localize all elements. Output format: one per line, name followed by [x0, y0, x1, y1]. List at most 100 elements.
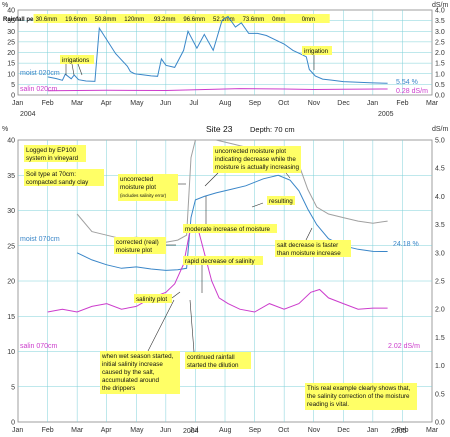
svg-text:the drippers: the drippers — [102, 385, 135, 392]
irrigations-note — [60, 55, 94, 64]
svg-text:corrected (real): corrected (real) — [116, 239, 159, 246]
y-right-tick-label: 0.0 — [435, 93, 445, 100]
rainfall-box — [63, 14, 94, 23]
x-tick-label: Feb — [42, 427, 54, 434]
svg-text:continued rainfall: continued rainfall — [187, 354, 235, 361]
note-soil: Soil type at 70cm: compacted sandy clay — [24, 169, 104, 186]
rainfall-value: 120mm — [124, 17, 144, 23]
rainfall-value: 50.8mm — [95, 17, 117, 23]
y-right-tick-label: 1.5 — [435, 61, 445, 68]
x-tick-label: Apr — [101, 100, 113, 107]
y-left-tick-label: 5 — [11, 82, 15, 89]
rainfall-value: 0mm — [302, 17, 315, 23]
top-chart: 0 5 10 15 20 25 30 35 40 0.0 0.5 1.0 1.5 2.0 2.5 3.0 3.… — [2, 2, 449, 118]
note-corrected: corrected (real) moisture plot — [114, 237, 176, 254]
note-rapid: rapid decrease of salinity — [183, 256, 263, 293]
rainfall-value: 52.2mm — [213, 17, 235, 23]
y-right-tick-label: 1.0 — [435, 363, 445, 370]
y-left-tick-label: 40 — [7, 8, 15, 15]
svg-text:Soil type at 70cm:: Soil type at 70cm: — [26, 171, 76, 178]
bottom-x-ticks: Jan Feb Mar Apr May Jun Jul Aug Sep Oct Nov Dec Jan F… — [12, 427, 439, 434]
bottom-salin-label: salin 070cm — [20, 343, 58, 350]
svg-text:resulting: resulting — [269, 198, 293, 205]
top-y-right-ticks: 0.0 0.5 1.0 1.5 2.0 2.5 3.0 3.5 4.0 — [435, 8, 445, 100]
svg-text:rapid decrease of salinity: rapid decrease of salinity — [185, 258, 256, 265]
bottom-y-left-ticks: 0 5 10 15 20 25 30 35 40 — [7, 138, 15, 427]
y-left-tick-label: 15 — [7, 61, 15, 68]
svg-text:reading is vital.: reading is vital. — [307, 401, 349, 408]
note-logged: Logged by EP100 system in vineyard — [24, 145, 86, 162]
y-right-tick-label: 5.0 — [435, 138, 445, 145]
y-right-tick-label: 1.0 — [435, 71, 445, 78]
top-x-ticks: Jan Feb Mar Apr May Jun Jul Aug Sep Oct Nov Dec Jan F… — [12, 100, 439, 107]
x-tick-label: Mar — [71, 427, 84, 434]
top-moist-end-label: 5.54 % — [396, 79, 418, 86]
note-uncorrected-left: uncorrected moisture plot (includes sali… — [118, 174, 186, 201]
x-tick-label: Dec — [337, 100, 350, 107]
y-left-tick-label: 10 — [7, 349, 15, 356]
y-right-tick-label: 1.5 — [435, 335, 445, 342]
note-salinity-plot: salinity plot — [134, 291, 181, 303]
y-right-tick-label: 3.0 — [435, 29, 445, 36]
y-right-tick-label: 2.0 — [435, 307, 445, 314]
svg-text:started the dilution: started the dilution — [187, 362, 239, 369]
x-tick-label: Jun — [160, 427, 171, 434]
svg-text:uncorrected moisture plot: uncorrected moisture plot — [215, 148, 286, 155]
top-year-2004: 2004 — [20, 111, 36, 118]
y-left-tick-label: 0 — [11, 420, 15, 427]
bottom-chart: 0 5 10 15 20 25 30 35 40 0.0 0.5 1.0 1.5 2.0 2.5 3.0 3.… — [2, 124, 449, 435]
svg-text:system in vineyard: system in vineyard — [26, 155, 79, 162]
note-resulting: resulting — [251, 196, 295, 208]
svg-text:than moisture increase: than moisture increase — [277, 250, 341, 257]
rainfall-box — [181, 14, 212, 23]
y-right-tick-label: 2.5 — [435, 279, 445, 286]
bottom-year-2005: 2005 — [391, 428, 407, 435]
x-tick-label: Mar — [426, 100, 439, 107]
top-y-left-unit: % — [2, 2, 8, 9]
rainfall-value: 30.6mm — [36, 17, 58, 23]
note-uncorrected-top: uncorrected moisture plot indicating dec… — [204, 146, 301, 187]
bottom-y-right-ticks: 0.0 0.5 1.0 1.5 2.0 2.5 3.0 3.5 4.0 4.5 5.0 — [435, 138, 445, 427]
svg-text:Logged by EP100: Logged by EP100 — [26, 147, 77, 154]
bottom-y-right-unit: dS/m — [432, 126, 449, 133]
y-left-tick-label: 0 — [11, 93, 15, 100]
y-left-tick-label: 25 — [7, 243, 15, 250]
x-tick-label: Feb — [396, 100, 408, 107]
x-tick-label: Apr — [101, 427, 113, 434]
y-right-tick-label: 0.5 — [435, 82, 445, 89]
x-tick-label: Oct — [278, 427, 289, 434]
irrigation-note-text: irrigation — [304, 48, 329, 55]
x-tick-label: Nov — [308, 427, 321, 434]
y-right-tick-label: 4.0 — [435, 8, 445, 15]
y-left-tick-label: 35 — [7, 173, 15, 180]
top-salin-label: salin 020cm — [20, 86, 58, 93]
y-right-tick-label: 4.0 — [435, 194, 445, 201]
x-tick-label: Nov — [308, 100, 321, 107]
y-right-tick-label: 3.5 — [435, 222, 445, 229]
y-left-tick-label: 15 — [7, 314, 15, 321]
x-tick-label: May — [130, 100, 144, 107]
rainfall-box — [33, 14, 64, 23]
top-y-right-unit: dS/m — [432, 2, 449, 9]
rainfall-value: 0mm — [272, 17, 285, 23]
y-left-tick-label: 40 — [7, 138, 15, 145]
chart-subtitle: Depth: 70 cm — [250, 125, 295, 134]
y-right-tick-label: 2.5 — [435, 39, 445, 46]
x-tick-label: Jul — [189, 100, 198, 107]
irrigation-note — [302, 46, 332, 55]
y-right-tick-label: 3.5 — [435, 18, 445, 25]
y-left-tick-label: 20 — [7, 279, 15, 286]
x-tick-label: Jul — [189, 427, 198, 434]
top-y-left-ticks: 0 5 10 15 20 25 30 35 40 — [7, 8, 15, 100]
top-moisture-line — [47, 15, 388, 84]
svg-text:caused by the salt,: caused by the salt, — [102, 369, 155, 376]
rainfall-value: 73.6mm — [243, 17, 265, 23]
bottom-moisture-line — [76, 174, 388, 271]
svg-text:moderate increase of moisture: moderate increase of moisture — [185, 226, 271, 233]
y-left-tick-label: 25 — [7, 39, 15, 46]
svg-text:the salinity correction of the: the salinity correction of the moisture — [307, 393, 410, 400]
svg-text:moisture plot: moisture plot — [120, 184, 156, 191]
y-left-tick-label: 30 — [7, 29, 15, 36]
svg-text:compacted sandy clay: compacted sandy clay — [26, 179, 89, 186]
